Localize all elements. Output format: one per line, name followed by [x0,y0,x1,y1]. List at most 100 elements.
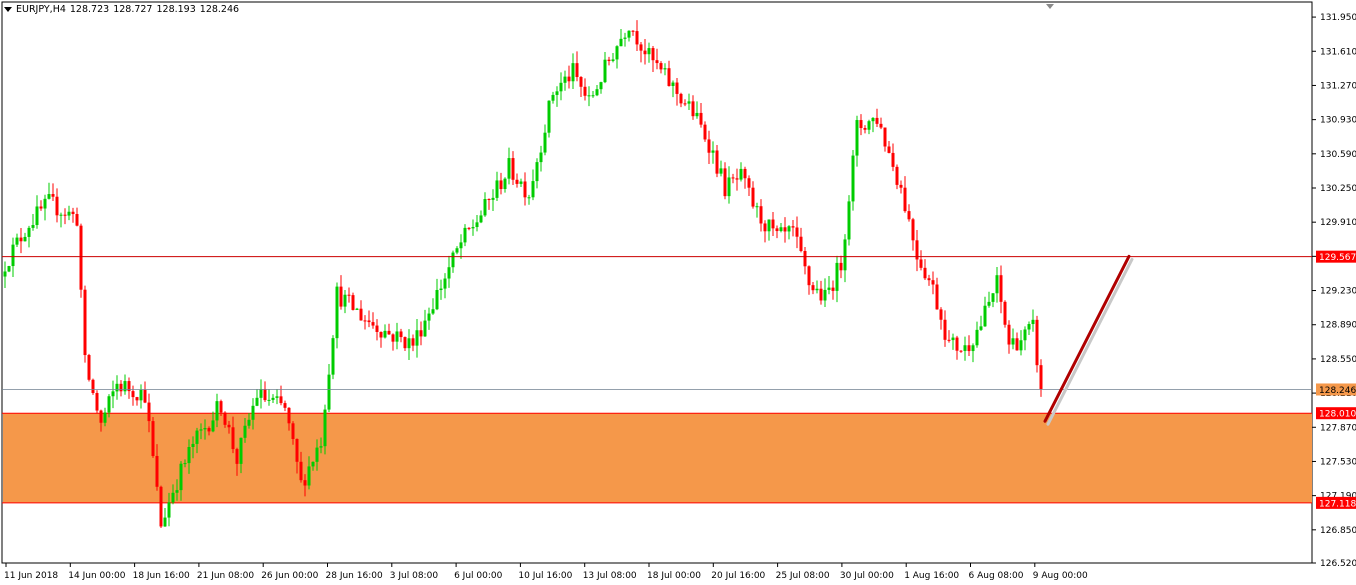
candle [659,61,663,74]
dropdown-triangle-icon[interactable] [4,7,12,12]
candle [291,421,295,445]
y-tick-label: 127.530 [1320,457,1356,467]
candle [839,255,843,279]
candle [179,461,183,501]
candle [667,60,671,87]
candle-body [183,463,187,465]
candle-body [955,337,959,351]
candle-body [979,326,983,330]
x-tick-label: 1 Aug 16:00 [904,571,959,581]
candle-body [603,59,607,83]
x-tick-label: 28 Jun 16:00 [326,571,383,581]
candle-body [975,329,979,346]
candle-body [651,48,655,61]
candle [135,396,139,406]
candle-body [535,162,539,182]
candle-body [43,198,47,209]
scroll-marker-icon[interactable] [1046,4,1054,9]
candle-body [107,396,111,413]
candle-body [339,286,343,307]
candle [187,439,191,474]
candle [411,334,415,352]
candle [979,315,983,332]
candle [247,412,251,429]
projection-shadow [1046,257,1134,426]
y-tick-label: 130.250 [1320,184,1356,194]
candle [571,53,575,90]
candle [395,322,399,350]
candle [463,224,467,247]
candle-body [967,345,971,352]
candle-body [455,248,459,253]
candle [191,436,195,459]
candle-body [103,412,107,423]
candle [539,145,543,172]
candle-body [847,201,851,240]
candle-body [831,287,835,291]
candle [115,375,119,400]
candle [563,70,567,91]
candle-body [779,227,783,232]
candle [999,265,1003,314]
candle [1035,315,1039,373]
candle-body [155,455,159,487]
x-tick-label: 30 Jul 00:00 [840,571,894,581]
candle-body [903,187,907,212]
candle [1007,320,1011,354]
candle-body [859,120,863,129]
candle-body [611,59,615,62]
candle-body [951,337,955,341]
candle [903,176,907,213]
candle [835,255,839,303]
candle-body [203,427,207,430]
candle [243,417,247,443]
candle-body [351,295,355,310]
candle [715,145,719,178]
candle [355,307,359,311]
candle-body [763,223,767,232]
candle [151,417,155,458]
candle-body [371,322,375,326]
candle [499,172,503,195]
candle [547,100,551,138]
candle-body [355,308,359,310]
candle [851,149,855,211]
candle-body [447,267,451,279]
candle [643,39,647,65]
candle [175,479,179,501]
candle [7,265,11,273]
candle-body [883,127,887,147]
candle [71,207,75,223]
candle [983,296,987,327]
candle-body [863,128,867,130]
candle [1019,330,1023,356]
candle [907,204,911,222]
candle-body [843,239,847,271]
candle-body [607,59,611,62]
candle [535,158,539,189]
candle [615,45,619,69]
candle-body [915,240,919,260]
candle-body [123,381,127,392]
candle [195,427,199,454]
candle-body [419,330,423,337]
candle-body [143,389,147,403]
y-tick-label: 127.870 [1320,423,1356,433]
candle-body [963,345,967,351]
candle [399,328,403,343]
resistance-price-tag: 129.567 [1319,253,1356,263]
y-tick-label: 130.930 [1320,116,1356,126]
candle [127,377,131,399]
candle [343,290,347,314]
candle-body [187,447,191,464]
x-tick-label: 26 Jun 00:00 [261,571,318,581]
candle [795,216,799,249]
x-tick-label: 21 Jun 08:00 [197,571,254,581]
candle-body [587,95,591,97]
candle [239,437,243,474]
candle [319,437,323,454]
candle [827,276,831,295]
candle-body [59,214,63,216]
candle [663,63,667,76]
x-tick-label: 9 Aug 00:00 [1033,571,1088,581]
